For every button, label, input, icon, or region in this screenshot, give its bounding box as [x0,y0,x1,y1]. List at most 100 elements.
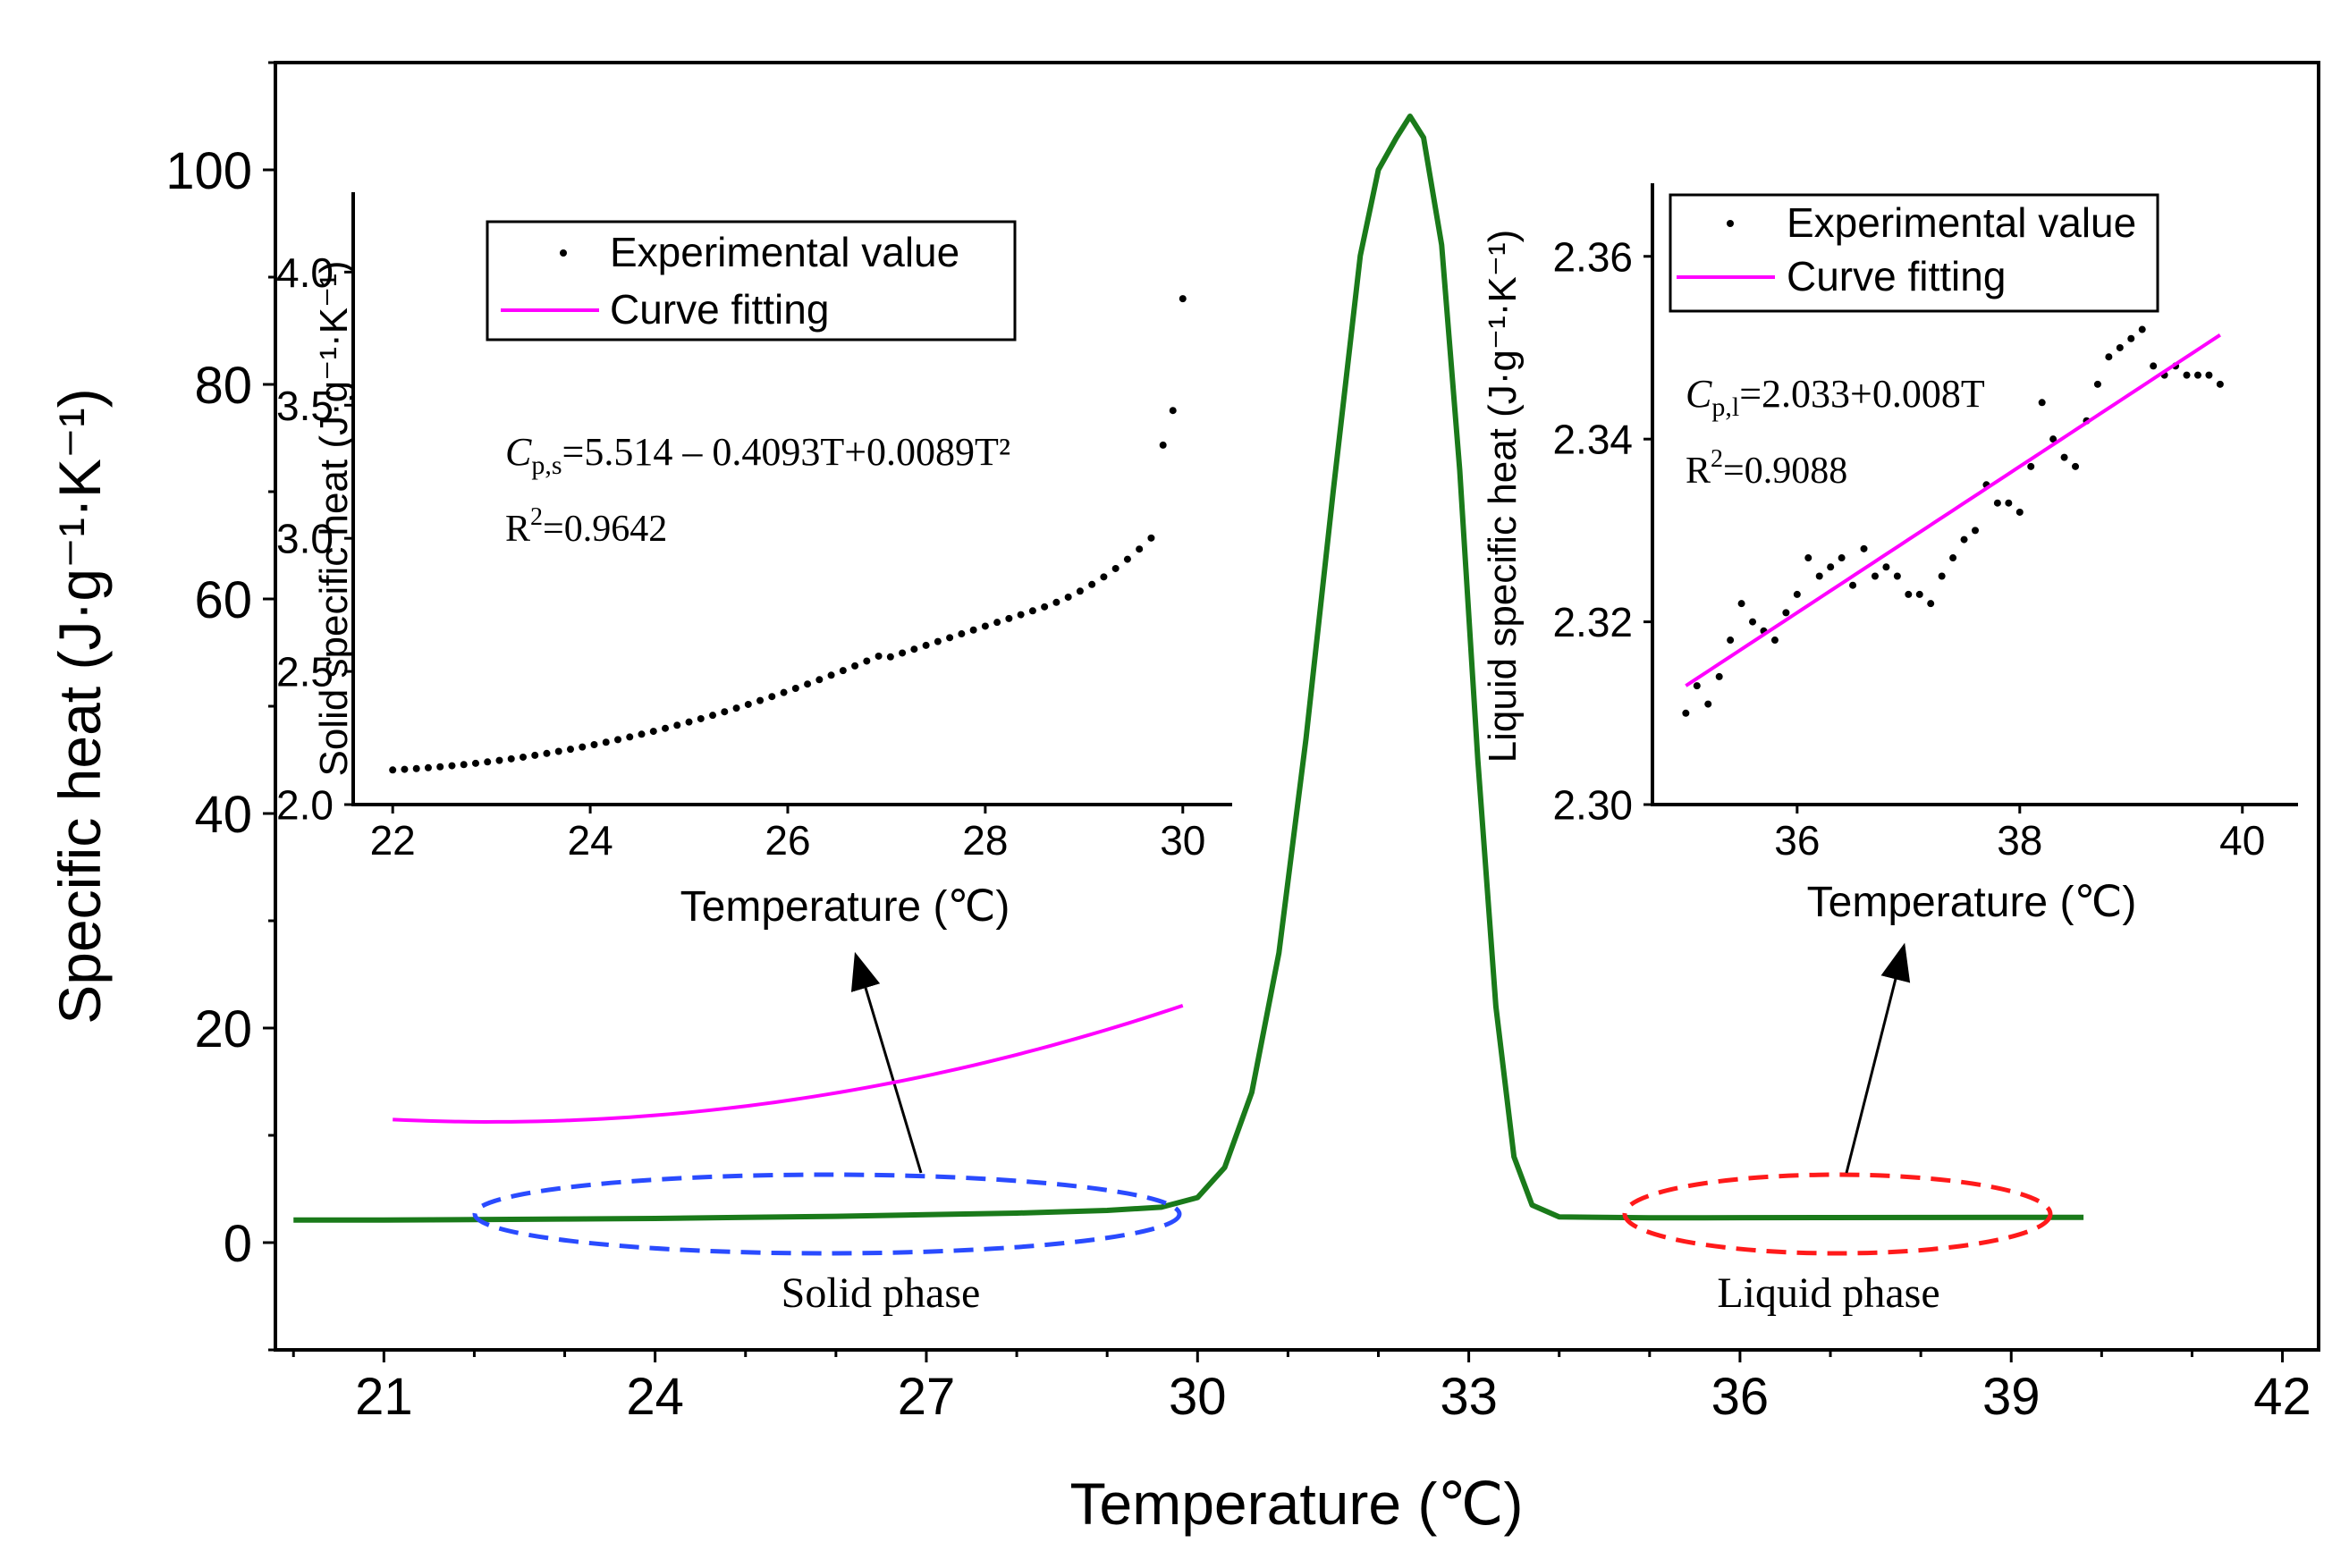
liquid-phase-ellipse [1622,1172,2053,1256]
solid-data-point [401,765,409,773]
solid-data-point [768,693,776,701]
solid-inset-x-ticks: 22 24 26 28 30 [370,805,1205,864]
solid-data-point [969,626,977,634]
liquid-inset-legend-box [1669,193,2159,313]
liquid-data-point [1893,572,1901,580]
liquid-inset-x-axis-label: Temperature (℃) [1807,879,2137,926]
solid-data-point [531,751,539,759]
solid-data-point [922,641,930,649]
liquid-data-point [1715,672,1723,680]
solid-data-point [1169,407,1177,415]
liquid-data-point [2093,380,2101,388]
solid-data-point [1123,555,1131,563]
solid-inset-r2: R2=0.9642 [505,503,667,550]
liquid-eq-var: C [1686,372,1712,416]
solid-data-point [389,766,397,774]
solid-data-point [1005,614,1013,622]
liquid-data-point [2138,325,2146,333]
solid-data-point [804,680,812,688]
solid-eq-rhs: =5.514 – 0.4093T+0.0089T² [562,430,1011,474]
solid-y-tick-label: 3.0 [276,516,334,562]
solid-data-point [602,738,610,746]
solid-data-point [1147,534,1155,542]
solid-data-point [981,622,989,630]
solid-data-point [495,756,503,764]
main-y-tick-label: 100 [165,142,252,200]
solid-data-point [436,763,444,771]
solid-data-point [448,762,456,770]
liquid-data-point [1960,535,1968,544]
main-y-tick-label: 20 [194,1000,252,1058]
liquid-data-point [1949,554,1957,562]
liquid-data-point [1927,600,1935,608]
liquid-data-point [1749,618,1757,626]
solid-eq-sub: p,s [531,451,562,480]
liquid-data-point [1770,636,1779,645]
liquid-inset-y-axis-label: Liquid specific heat (J·g⁻¹·K⁻¹) [1481,230,1525,763]
main-chart: 21 24 27 30 33 36 39 42 0 20 40 60 80 100 Solid phas… [46,61,2320,1537]
liquid-data-point [2150,362,2158,370]
solid-data-point [554,747,562,755]
solid-data-point [1159,441,1167,449]
liquid-legend-label-fit: Curve fitting [1787,253,2006,299]
liquid-legend-marker-experimental [1727,220,1734,227]
liquid-r2-value: =0.9088 [1723,451,1847,492]
solid-data-point [815,676,824,684]
liquid-inset-y-ticks: 2.30 2.32 2.34 2.36 [1552,233,1652,829]
solid-inset-legend-box [486,220,1017,341]
solid-data-point [946,634,954,642]
solid-x-tick-label: 30 [1160,817,1205,864]
liquid-data-point [1727,636,1735,645]
solid-data-point [649,728,657,736]
solid-x-tick-label: 24 [567,817,613,864]
liquid-inset-series [1682,325,2224,717]
solid-r2-sup: 2 [530,503,543,531]
liquid-r2-sup: 2 [1711,445,1723,473]
solid-data-point [673,721,681,729]
solid-data-point [732,704,740,712]
solid-data-point [934,637,942,645]
main-x-tick-label: 30 [1169,1368,1227,1426]
solid-x-tick-label: 28 [962,817,1008,864]
liquid-inset-x-ticks: 36 38 40 [1774,805,2265,864]
solid-inset-y-ticks: 2.0 2.5 3.0 3.5 4.0 [276,249,353,829]
solid-data-point [1064,593,1072,601]
solid-phase-label: Solid phase [782,1269,981,1317]
liquid-x-tick-label: 36 [1774,817,1820,864]
main-y-ticks: 0 20 40 60 80 100 [165,61,275,1352]
liquid-data-point [2116,343,2124,351]
solid-data-point [1052,598,1060,606]
solid-y-tick-label: 2.0 [276,782,334,829]
solid-data-point [827,671,835,679]
main-x-axis-label: Temperature (℃) [1070,1471,1524,1537]
solid-inset-x-axis-label: Temperature (℃) [680,883,1010,931]
solid-data-point [791,685,799,693]
main-y-axis-label: Specific heat (J·g⁻¹·K⁻¹) [46,388,113,1024]
solid-data-point [484,758,492,766]
main-x-ticks: 21 24 27 30 33 36 39 42 [292,1350,2311,1426]
solid-data-point [721,708,729,716]
liquid-data-point [2216,380,2224,388]
liquid-eq-rhs: =2.033+0.008T [1739,372,1985,416]
solid-inset-series [389,295,1187,1124]
solid-data-point [662,724,670,732]
liquid-y-tick-label: 2.36 [1552,233,1633,280]
solid-r2-r: R [505,509,530,550]
liquid-data-point [1838,554,1846,562]
main-y-tick-label: 0 [224,1215,252,1273]
liquid-fit-line [1685,333,2221,687]
solid-data-point [543,749,551,757]
liquid-data-point [2127,334,2135,342]
solid-data-point [471,759,479,767]
solid-data-point [875,652,883,660]
solid-data-point [590,740,598,748]
solid-data-point [685,718,693,726]
liquid-data-point [1882,563,1890,571]
main-x-tick-label: 36 [1711,1368,1770,1426]
solid-data-point [1100,573,1108,581]
liquid-data-point [2049,435,2057,443]
solid-x-tick-label: 26 [765,817,810,864]
solid-data-point [1041,603,1049,611]
solid-legend-label-fit: Curve fitting [610,286,829,333]
liquid-x-tick-label: 38 [1997,817,2042,864]
